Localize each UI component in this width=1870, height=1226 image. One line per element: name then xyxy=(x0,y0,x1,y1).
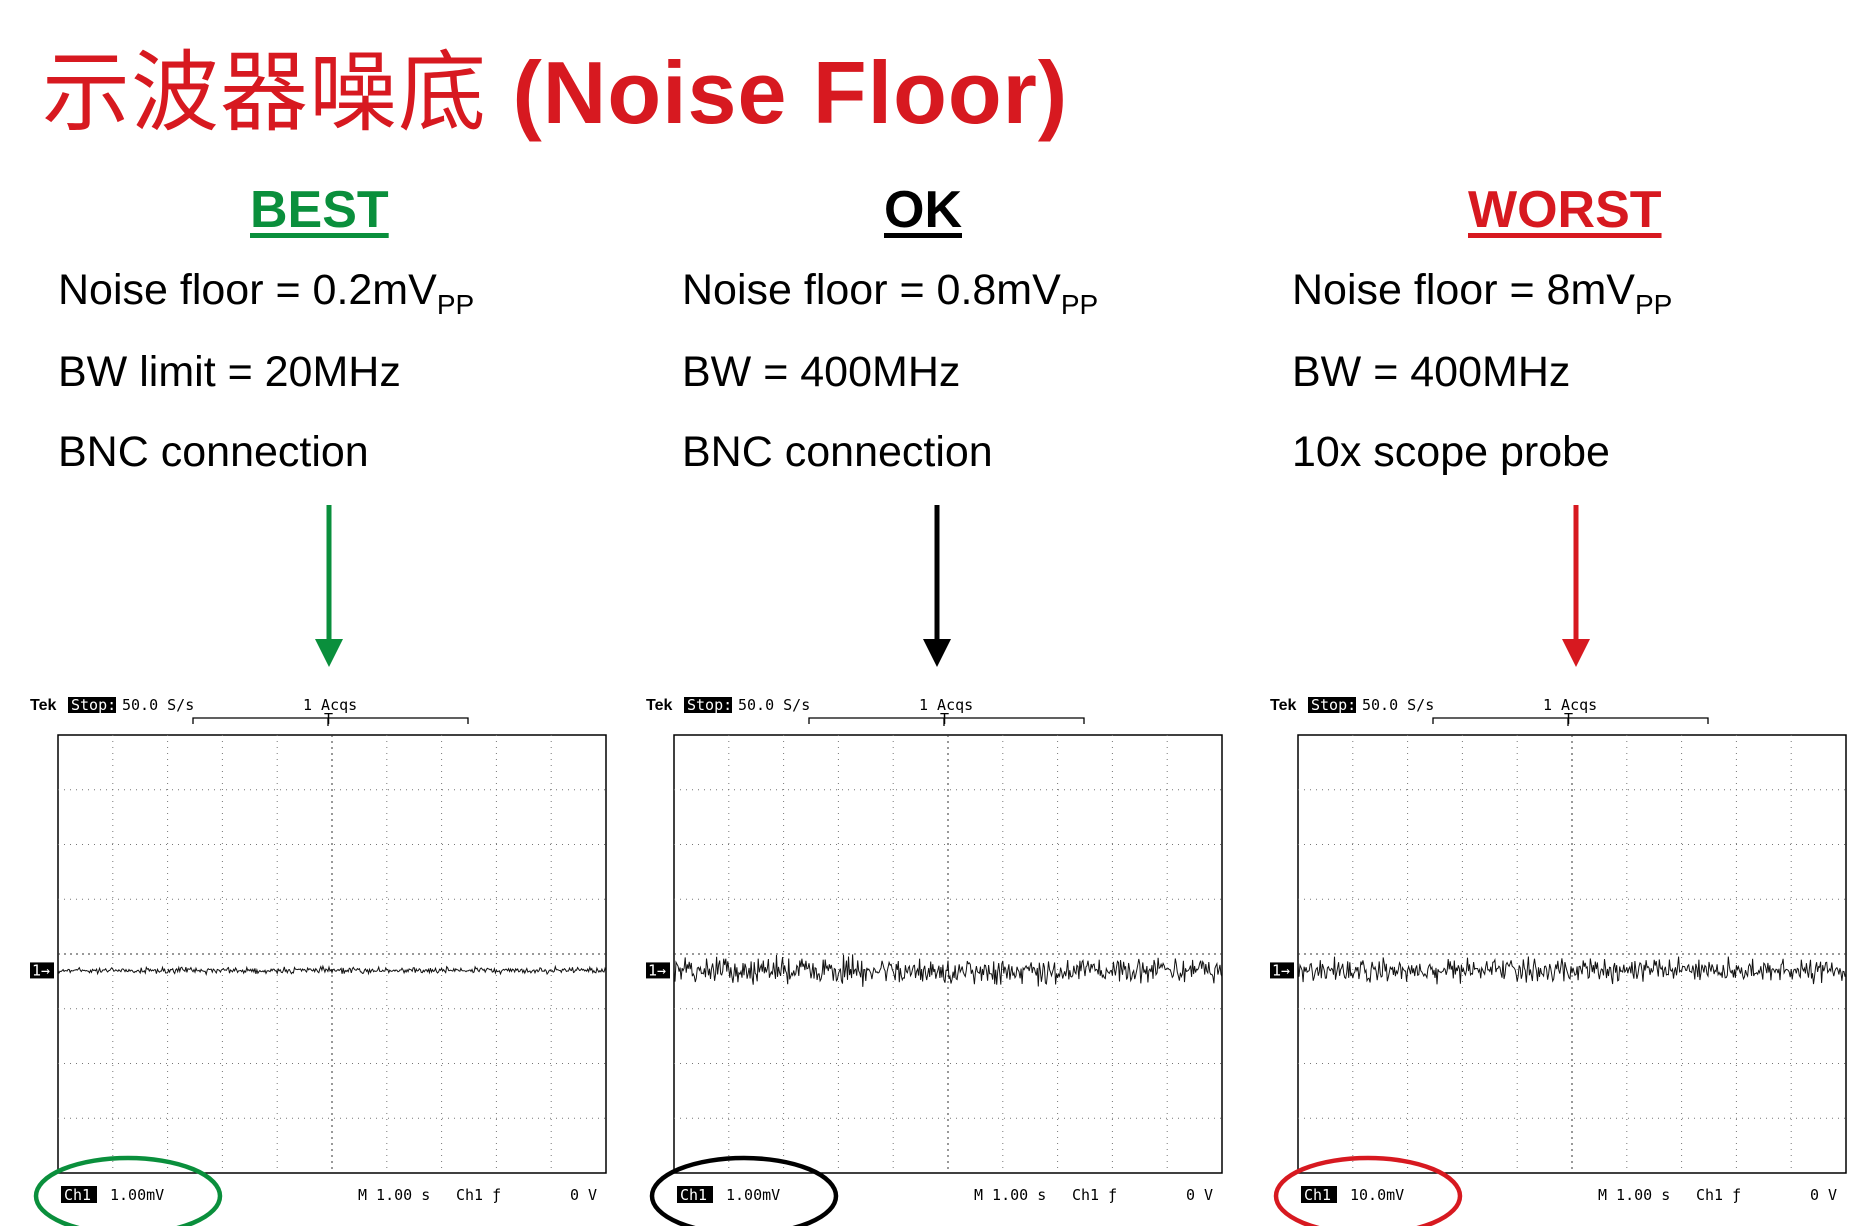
down-arrow-worst-icon xyxy=(1562,505,1590,667)
connection-ok: BNC connection xyxy=(682,428,993,476)
scope-sample-rate: 50.0 S/s xyxy=(122,696,194,714)
scope-timebase: M 1.00 s xyxy=(358,1186,430,1204)
scope-channel: Ch1 xyxy=(1304,1186,1331,1204)
scope-channel: Ch1 xyxy=(680,1186,707,1204)
scope-trigger: Ch1 ƒ xyxy=(1072,1186,1117,1204)
scope-vertical-scale: 1.00mV xyxy=(110,1186,164,1204)
scope-trace xyxy=(1297,956,1847,985)
scope-trigger-level: 0 V xyxy=(1186,1186,1213,1204)
noise-floor-worst: Noise floor = 8mVPP xyxy=(1292,266,1673,320)
bandwidth-ok: BW = 400MHz xyxy=(682,348,961,396)
scope-state: Stop: xyxy=(687,696,732,714)
svg-text:T: T xyxy=(940,710,949,728)
svg-text:T: T xyxy=(1564,710,1573,728)
highlight-ellipse xyxy=(649,1155,839,1226)
scope-trigger-level: 0 V xyxy=(1810,1186,1837,1204)
page-title: 示波器噪底 (Noise Floor) xyxy=(42,22,1068,149)
scope-vertical-scale: 10.0mV xyxy=(1350,1186,1404,1204)
scope-sample-rate: 50.0 S/s xyxy=(1362,696,1434,714)
scope-worst: Tek Stop: 50.0 S/s 1 Acqs T 1→ Ch1 10.0mV M 1.00… xyxy=(1268,690,1848,1226)
scope-acqs: 1 Acqs xyxy=(919,696,973,714)
channel-marker: 1→ xyxy=(32,961,50,979)
down-arrow-ok-icon xyxy=(923,505,951,667)
connection-worst: 10x scope probe xyxy=(1292,428,1610,476)
scope-timebase: M 1.00 s xyxy=(974,1186,1046,1204)
scope-trace xyxy=(57,964,607,977)
scope-timebase: M 1.00 s xyxy=(1598,1186,1670,1204)
scope-trigger: Ch1 ƒ xyxy=(1696,1186,1741,1204)
bandwidth-best: BW limit = 20MHz xyxy=(58,348,401,396)
scope-vertical-scale: 1.00mV xyxy=(726,1186,780,1204)
scope-state: Stop: xyxy=(71,696,116,714)
scope-best: Tek Stop: 50.0 S/s 1 Acqs T 1→ Ch1 1.00mV M 1.00… xyxy=(28,690,608,1226)
scope-trigger: Ch1 ƒ xyxy=(456,1186,501,1204)
scope-channel: Ch1 xyxy=(64,1186,91,1204)
scope-brand: Tek xyxy=(1270,697,1296,714)
scope-ok: Tek Stop: 50.0 S/s 1 Acqs T 1→ Ch1 1.00mV M 1.00… xyxy=(644,690,1224,1226)
scope-brand: Tek xyxy=(30,697,56,714)
connection-best: BNC connection xyxy=(58,428,369,476)
channel-marker: 1→ xyxy=(1272,961,1290,979)
highlight-ellipse xyxy=(1273,1155,1463,1226)
scope-brand: Tek xyxy=(646,697,672,714)
heading-best: BEST xyxy=(250,181,389,239)
heading-ok: OK xyxy=(884,181,962,239)
title-english: (Noise Floor) xyxy=(512,43,1069,142)
highlight-ellipse xyxy=(33,1155,223,1226)
scope-state: Stop: xyxy=(1311,696,1356,714)
scope-sample-rate: 50.0 S/s xyxy=(738,696,810,714)
svg-text:T: T xyxy=(324,710,333,728)
title-chinese: 示波器噪底 xyxy=(42,41,488,144)
scope-trace xyxy=(673,954,1223,987)
scope-acqs: 1 Acqs xyxy=(1543,696,1597,714)
noise-floor-ok: Noise floor = 0.8mVPP xyxy=(682,266,1099,320)
heading-worst: WORST xyxy=(1468,181,1662,239)
scope-trigger-level: 0 V xyxy=(570,1186,597,1204)
noise-floor-best: Noise floor = 0.2mVPP xyxy=(58,266,475,320)
scope-acqs: 1 Acqs xyxy=(303,696,357,714)
down-arrow-best-icon xyxy=(315,505,343,667)
bandwidth-worst: BW = 400MHz xyxy=(1292,348,1571,396)
channel-marker: 1→ xyxy=(648,961,666,979)
